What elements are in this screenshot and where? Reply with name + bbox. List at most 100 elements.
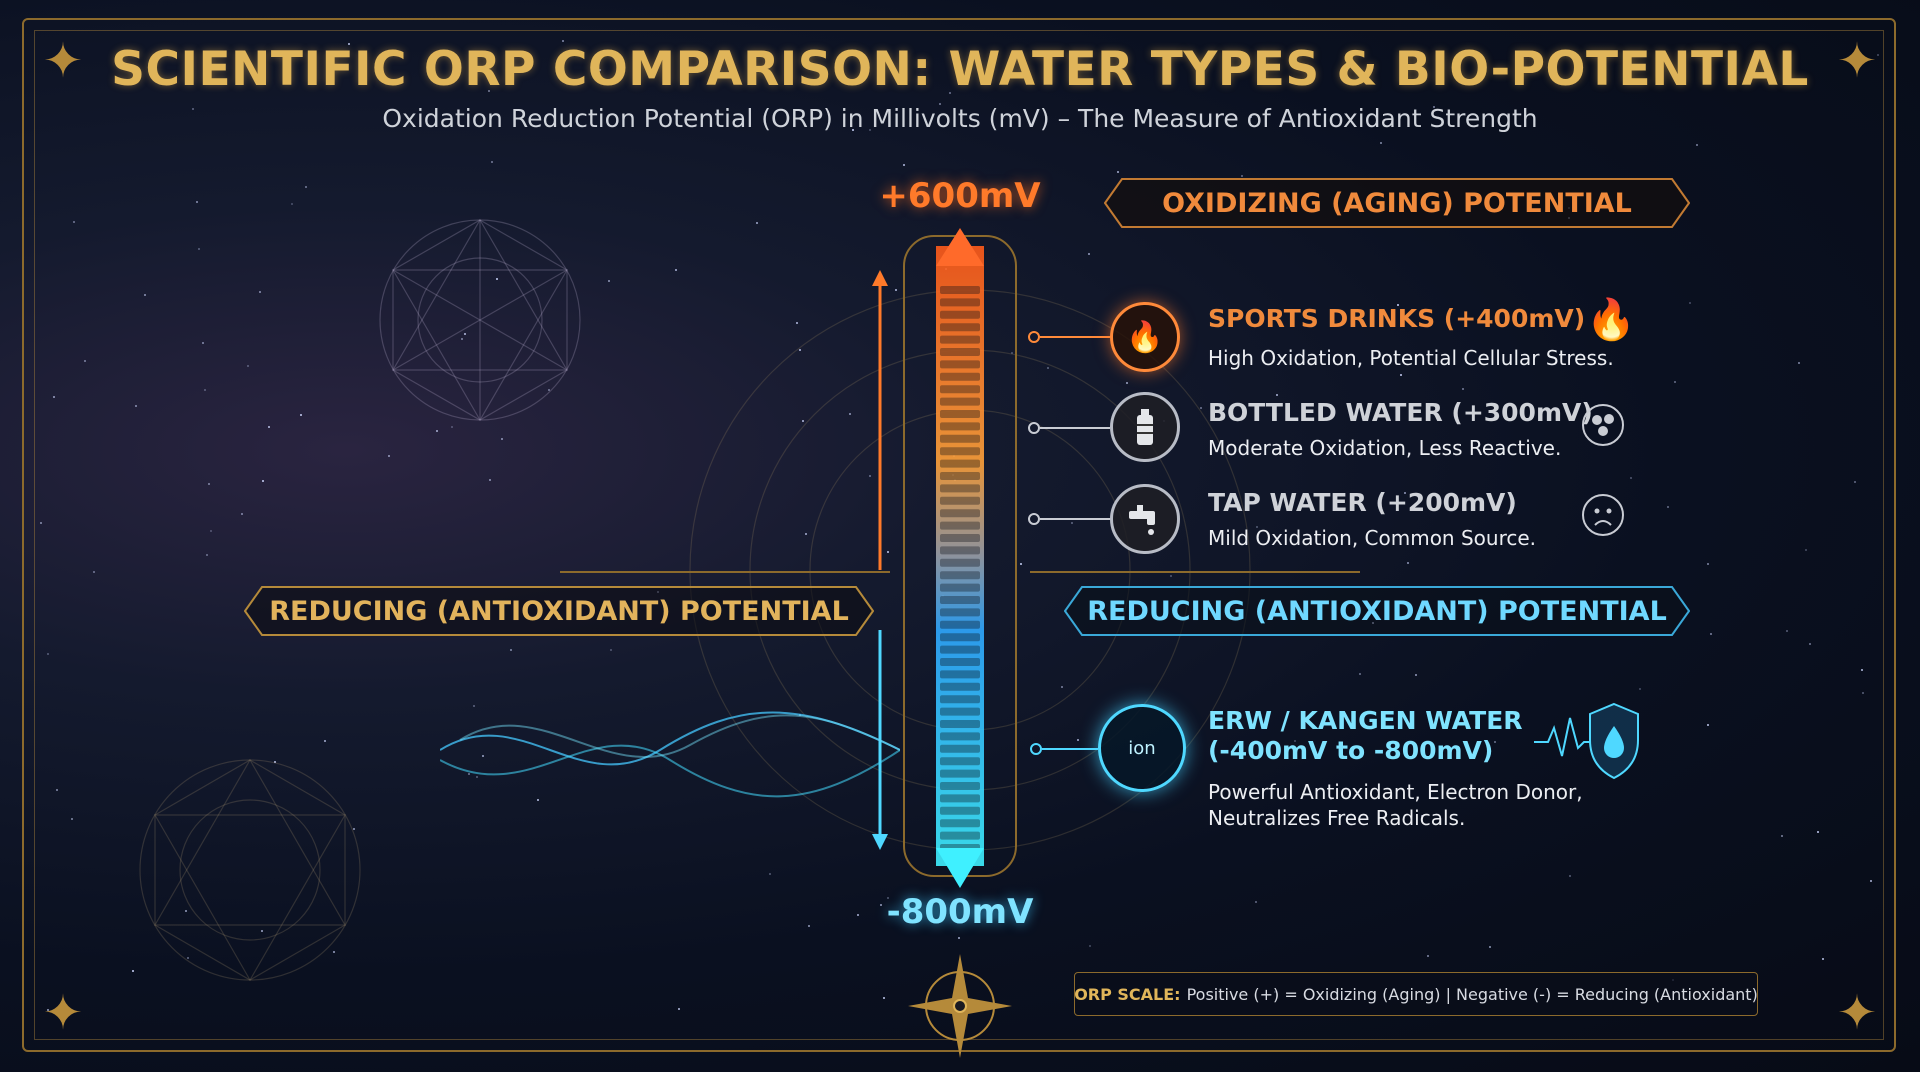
star	[1407, 562, 1410, 565]
scale-segment	[940, 720, 980, 728]
star	[304, 185, 307, 188]
star	[192, 107, 195, 110]
star	[286, 52, 289, 55]
bottle-icon	[1110, 392, 1180, 462]
scale-segment	[940, 521, 980, 530]
star	[608, 280, 611, 283]
reducing-banner-left: REDUCING (ANTIOXIDANT) POTENTIAL	[244, 586, 874, 636]
star	[460, 338, 463, 341]
star	[856, 913, 859, 916]
ion-icon: ion	[1098, 704, 1186, 792]
sports-drinks-title: SPORTS DRINKS (+400mV)	[1208, 304, 1586, 333]
star	[198, 248, 201, 251]
star	[769, 872, 772, 875]
scale-segment	[940, 323, 980, 332]
legend-key: ORP SCALE:	[1074, 984, 1181, 1004]
star	[648, 67, 651, 70]
connector-dot	[1028, 513, 1040, 525]
star	[1421, 814, 1424, 817]
star	[186, 956, 189, 959]
scale-segment	[940, 658, 980, 666]
star	[46, 653, 49, 656]
fire-icon: 🔥	[1110, 302, 1180, 372]
star	[1638, 687, 1641, 690]
star	[1817, 830, 1820, 833]
scale-segment	[940, 434, 980, 443]
star	[868, 129, 871, 132]
star	[1404, 491, 1407, 494]
legend-text: Positive (+) = Oxidizing (Aging) | Negat…	[1186, 984, 1758, 1004]
star	[347, 42, 350, 45]
star	[1087, 253, 1090, 256]
star	[496, 278, 499, 281]
star	[475, 775, 478, 778]
scale-segment	[940, 484, 980, 493]
star	[1188, 125, 1191, 128]
connector-dot	[1028, 422, 1040, 434]
scale-segment	[940, 831, 980, 840]
star	[1071, 522, 1074, 525]
scale-segment	[940, 806, 980, 815]
star	[1200, 406, 1203, 409]
erw-desc-line2: Neutralizes Free Radicals.	[1208, 806, 1466, 830]
scale-segment	[940, 571, 980, 580]
star	[1415, 673, 1418, 676]
star	[850, 114, 853, 117]
star	[352, 828, 355, 830]
bottled-water-title: BOTTLED WATER (+300mV)	[1208, 398, 1593, 427]
tap-water-desc: Mild Oxidation, Common Source.	[1208, 526, 1537, 550]
star	[274, 761, 277, 764]
star	[804, 532, 807, 535]
scale-segment	[940, 360, 980, 369]
scale-segment	[940, 757, 980, 766]
scale-segment	[940, 534, 980, 542]
star	[938, 103, 941, 106]
ion-icon-label: ion	[1128, 737, 1156, 759]
star	[869, 474, 872, 477]
star	[1861, 668, 1864, 671]
star	[1276, 318, 1279, 321]
star	[1488, 945, 1491, 948]
star	[1666, 505, 1669, 508]
star	[701, 116, 704, 119]
connector-line	[1042, 748, 1098, 750]
connector-dot	[1028, 331, 1040, 343]
star	[202, 342, 205, 345]
star	[1475, 726, 1478, 729]
scale-segment	[940, 794, 980, 803]
page-subtitle: Oxidation Reduction Potential (ORP) in M…	[382, 104, 1538, 133]
star	[510, 649, 513, 652]
star	[1241, 174, 1244, 177]
connector-line	[1040, 518, 1110, 520]
star	[674, 269, 677, 272]
star	[1019, 562, 1022, 565]
star	[1629, 476, 1632, 479]
scale-segment	[940, 298, 980, 307]
oxidizing-banner: OXIDIZING (AGING) POTENTIAL	[1104, 178, 1690, 228]
scale-segment	[940, 335, 980, 344]
metatron-cube-decoration	[379, 218, 581, 422]
star	[208, 482, 211, 485]
bottled-water-desc: Moderate Oxidation, Less Reactive.	[1208, 436, 1562, 460]
scale-segment	[940, 695, 980, 704]
star	[1805, 549, 1808, 552]
updown-arrow-icon	[872, 270, 888, 850]
scale-segment	[940, 583, 980, 592]
star	[537, 798, 540, 801]
star	[1710, 633, 1713, 636]
star	[435, 429, 438, 432]
corner-star-icon: ✦	[42, 33, 84, 89]
scale-segment	[940, 633, 980, 642]
faucet-icon	[1110, 484, 1180, 554]
erw-title-line1: ERW / KANGEN WATER	[1208, 706, 1523, 735]
star	[1821, 957, 1824, 960]
star	[70, 818, 73, 821]
scale-segment	[940, 608, 980, 617]
scale-segment	[940, 422, 980, 431]
scale-segment	[940, 819, 980, 828]
star	[55, 788, 58, 791]
star	[184, 910, 187, 913]
star	[948, 91, 951, 94]
star	[1329, 798, 1332, 801]
star	[1089, 944, 1092, 947]
